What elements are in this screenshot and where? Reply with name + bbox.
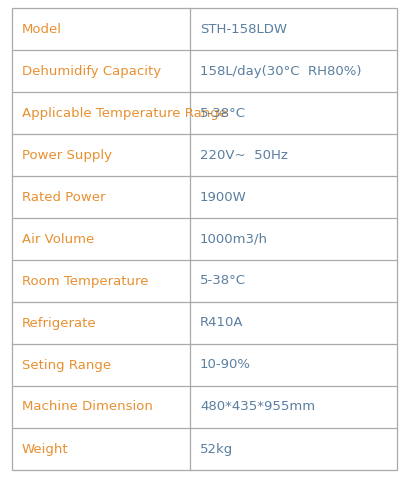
Text: 480*435*955mm: 480*435*955mm <box>200 401 315 413</box>
Text: Power Supply: Power Supply <box>22 149 112 162</box>
Text: 5-38°C: 5-38°C <box>200 107 246 120</box>
Text: R410A: R410A <box>200 316 243 329</box>
Text: 10-90%: 10-90% <box>200 358 251 371</box>
Text: 1000m3/h: 1000m3/h <box>200 232 268 246</box>
Text: Applicable Temperature Range: Applicable Temperature Range <box>22 107 227 120</box>
Text: Room Temperature: Room Temperature <box>22 274 148 287</box>
Text: Air Volume: Air Volume <box>22 232 94 246</box>
Text: 220V~  50Hz: 220V~ 50Hz <box>200 149 288 162</box>
Text: 1900W: 1900W <box>200 191 247 204</box>
Text: STH-158LDW: STH-158LDW <box>200 22 287 35</box>
Text: Machine Dimension: Machine Dimension <box>22 401 153 413</box>
Text: 5-38°C: 5-38°C <box>200 274 246 287</box>
Text: 158L/day(30°C  RH80%): 158L/day(30°C RH80%) <box>200 65 362 77</box>
Text: Model: Model <box>22 22 62 35</box>
Text: Dehumidify Capacity: Dehumidify Capacity <box>22 65 161 77</box>
Text: Seting Range: Seting Range <box>22 358 111 371</box>
Text: Refrigerate: Refrigerate <box>22 316 97 329</box>
Text: 52kg: 52kg <box>200 443 233 456</box>
Text: Rated Power: Rated Power <box>22 191 106 204</box>
Text: Weight: Weight <box>22 443 69 456</box>
